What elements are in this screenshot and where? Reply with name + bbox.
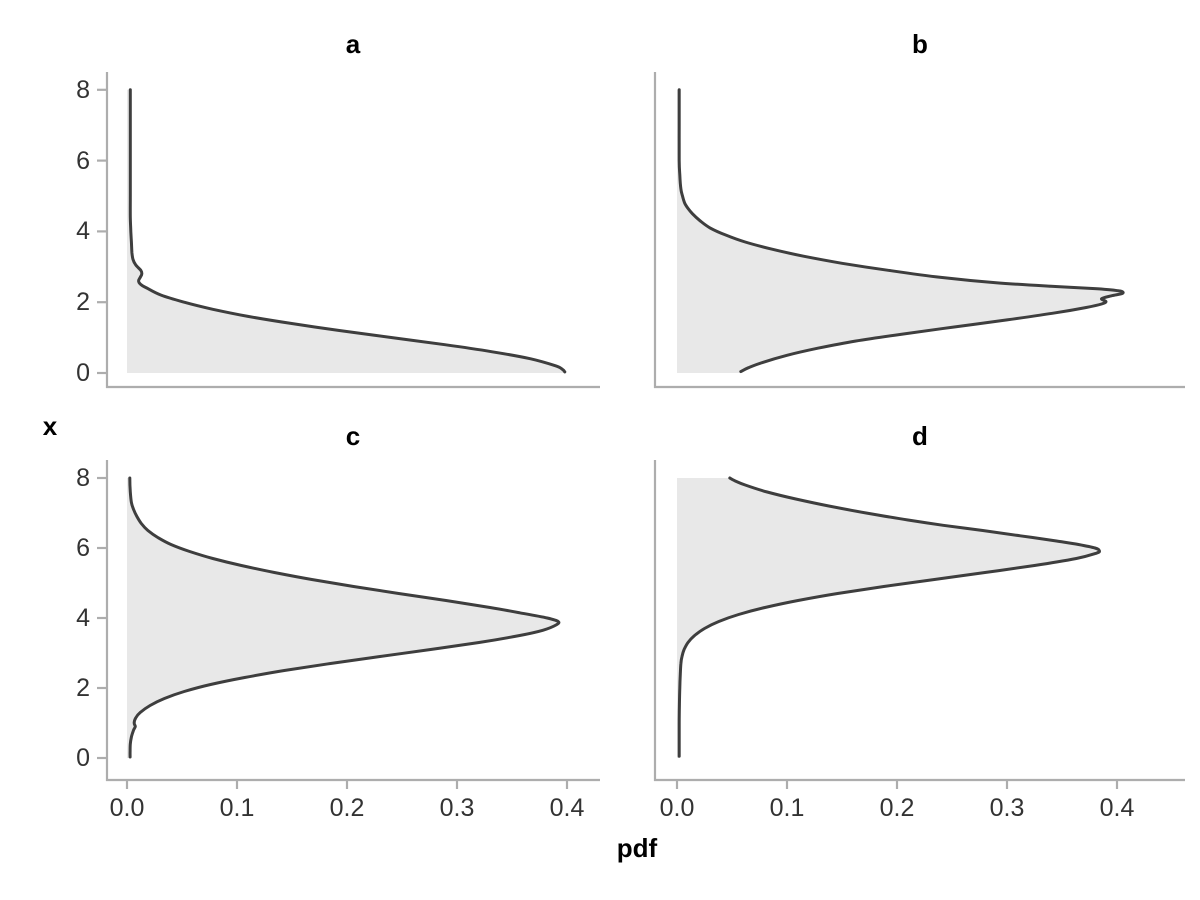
- density-fill-a: [127, 89, 565, 374]
- y-tick-c-0: 0: [76, 744, 90, 772]
- x-tick-c-0.2: 0.2: [329, 794, 365, 822]
- density-curve-c: [128, 476, 561, 759]
- x-tick-c-0.3: 0.3: [439, 794, 475, 822]
- x-tick-d-0.4: 0.4: [1099, 794, 1135, 822]
- y-axis-label: x: [42, 411, 58, 441]
- y-tick-a-6: 6: [76, 147, 90, 175]
- panel-b-title: b: [912, 29, 928, 59]
- density-fill-b: [677, 89, 1124, 374]
- x-axis-label: pdf: [616, 833, 658, 863]
- y-tick-c-6: 6: [76, 534, 90, 562]
- x-tick-c-0.0: 0.0: [109, 794, 145, 822]
- x-tick-d-0.2: 0.2: [879, 794, 915, 822]
- density-curve-b: [677, 88, 1125, 374]
- density-fill-c: [127, 478, 559, 758]
- y-tick-c-2: 2: [76, 674, 90, 702]
- x-tick-c-0.1: 0.1: [219, 794, 255, 822]
- x-tick-c-0.4: 0.4: [549, 794, 585, 822]
- y-tick-c-4: 4: [76, 604, 90, 632]
- panel-c-title: c: [345, 421, 361, 451]
- density-curve-d: [677, 476, 1101, 758]
- density-fill-d: [677, 478, 1100, 758]
- density-curve-a: [128, 88, 567, 374]
- x-tick-d-0.3: 0.3: [989, 794, 1025, 822]
- x-tick-d-0.1: 0.1: [769, 794, 805, 822]
- x-tick-d-0.0: 0.0: [659, 794, 695, 822]
- y-tick-a-0: 0: [76, 359, 90, 387]
- y-tick-c-8: 8: [76, 464, 90, 492]
- y-tick-a-2: 2: [76, 288, 90, 316]
- y-tick-a-4: 4: [76, 217, 90, 245]
- panel-d-title: d: [912, 421, 928, 451]
- panel-a-title: a: [345, 29, 361, 59]
- y-tick-a-8: 8: [76, 76, 90, 104]
